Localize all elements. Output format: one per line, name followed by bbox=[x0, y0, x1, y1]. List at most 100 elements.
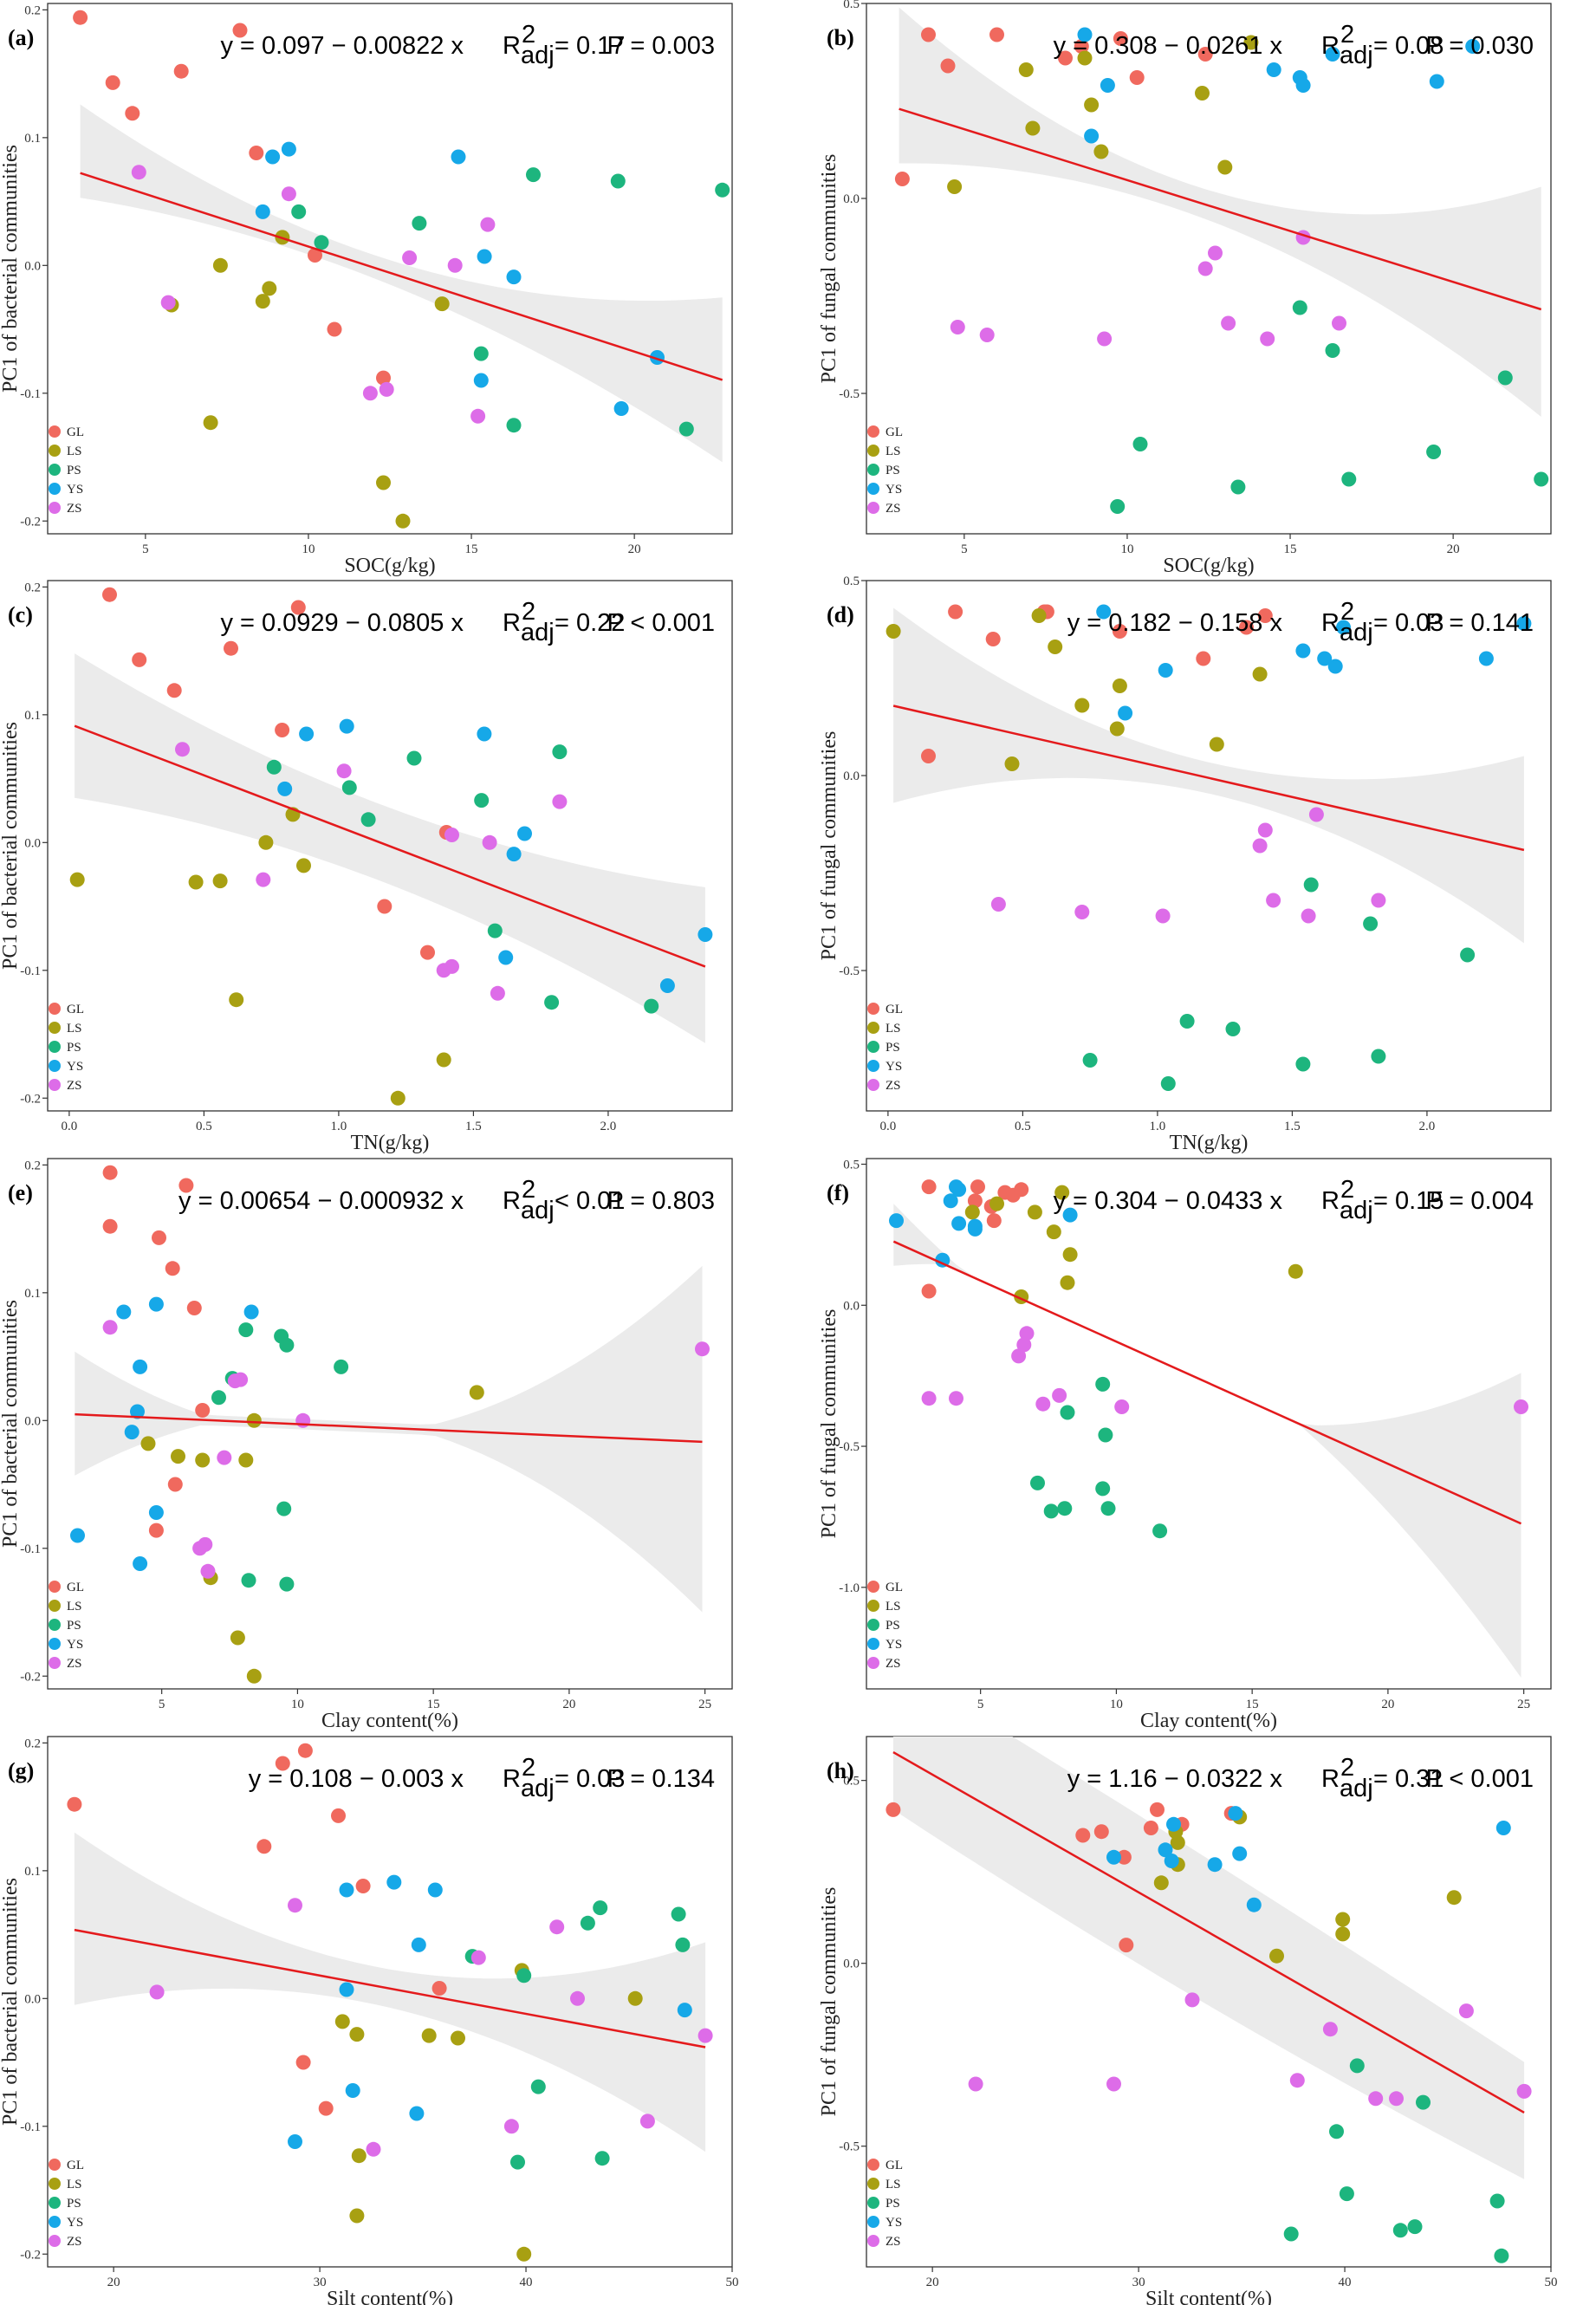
point-ps bbox=[1489, 2193, 1505, 2209]
point-ps bbox=[1098, 1427, 1113, 1443]
point-ps bbox=[1295, 1056, 1311, 1072]
point-ls bbox=[1062, 1247, 1078, 1263]
point-zs bbox=[217, 1450, 232, 1465]
point-zs bbox=[1332, 315, 1346, 331]
point-ls bbox=[1054, 1185, 1070, 1200]
legend-label-gl: GL bbox=[886, 1003, 903, 1016]
point-ps bbox=[291, 204, 307, 219]
regression-equation: y = 0.308 − 0.0261 x bbox=[1054, 32, 1283, 60]
legend-label-ps: PS bbox=[67, 464, 81, 477]
point-ls bbox=[230, 1630, 245, 1646]
legend-marker-gl bbox=[867, 425, 879, 438]
r2-value: = 0.03 bbox=[555, 1765, 625, 1793]
point-ps bbox=[580, 1915, 595, 1931]
point-zs bbox=[149, 1984, 165, 2000]
point-zs bbox=[695, 1341, 710, 1357]
point-zs bbox=[1019, 1326, 1035, 1341]
legend: GL LS PS YS ZS bbox=[49, 1003, 84, 1093]
confidence-band bbox=[892, 1737, 1525, 2179]
point-ps bbox=[1339, 2186, 1354, 2202]
point-zs bbox=[549, 1919, 565, 1935]
regression-equation: y = 0.00654 − 0.000932 x bbox=[178, 1187, 464, 1215]
legend-marker-ps bbox=[49, 1619, 61, 1631]
chart-panel-d: 0.0 0.5 1.0 1.5 2.0 -0.5 0.0 0.5 TN(g/kg) PC1 of … bbox=[818, 575, 1552, 1154]
point-ls bbox=[886, 624, 901, 639]
point-gl bbox=[377, 899, 393, 914]
legend-label-ps: PS bbox=[886, 2197, 900, 2211]
x-axis-title: Clay content(%) bbox=[1140, 1710, 1277, 1732]
confidence-band bbox=[75, 1265, 703, 1613]
r2-superscript: 2 bbox=[522, 598, 535, 626]
point-zs bbox=[102, 1320, 118, 1335]
point-gl bbox=[1143, 1821, 1158, 1835]
point-zs bbox=[295, 1412, 311, 1428]
legend-label-gl: GL bbox=[886, 2159, 903, 2172]
y-axis-title: PC1 of fungal communities bbox=[818, 154, 840, 384]
legend-marker-ls bbox=[867, 1022, 879, 1034]
point-ls bbox=[1093, 144, 1109, 159]
y-tick-label: 0.0 bbox=[843, 1299, 860, 1313]
y-tick-label: 0.2 bbox=[24, 581, 41, 594]
point-ps bbox=[1095, 1481, 1111, 1497]
point-ls bbox=[1112, 679, 1127, 693]
point-zs bbox=[1516, 2083, 1532, 2099]
legend-marker-ps bbox=[49, 464, 61, 476]
p-value: P = 0.141 bbox=[1426, 609, 1534, 637]
r2-value: = 0.17 bbox=[555, 32, 625, 60]
point-ps bbox=[473, 346, 489, 361]
point-ys bbox=[1336, 620, 1351, 635]
point-ps bbox=[1426, 445, 1442, 459]
legend-marker-zs bbox=[49, 1657, 61, 1669]
point-ps bbox=[1349, 2058, 1365, 2074]
legend-label-zs: ZS bbox=[67, 1657, 82, 1671]
point-zs bbox=[482, 834, 497, 850]
point-ls bbox=[1170, 1834, 1185, 1850]
point-gl bbox=[73, 10, 88, 25]
point-gl bbox=[195, 1403, 211, 1418]
x-tick-label: 25 bbox=[1517, 1698, 1530, 1711]
x-tick-label: 50 bbox=[1545, 2276, 1558, 2289]
legend-label-ps: PS bbox=[886, 1619, 900, 1633]
point-gl bbox=[290, 600, 306, 615]
point-gl bbox=[132, 652, 147, 667]
point-zs bbox=[1011, 1348, 1027, 1364]
x-tick-label: 10 bbox=[1120, 542, 1133, 556]
legend-label-ys: YS bbox=[886, 483, 902, 497]
point-zs bbox=[979, 328, 995, 342]
point-ps bbox=[1082, 1053, 1098, 1068]
confidence-band bbox=[75, 653, 705, 1043]
point-ys bbox=[677, 2003, 692, 2018]
point-gl bbox=[166, 683, 182, 698]
point-gl bbox=[1074, 39, 1089, 54]
point-zs bbox=[1106, 2076, 1121, 2092]
legend: GL LS PS YS ZS bbox=[867, 425, 903, 516]
point-ls bbox=[1077, 50, 1093, 66]
x-tick-label: 20 bbox=[926, 2276, 939, 2289]
r2-value: = 0.15 bbox=[1373, 1187, 1444, 1215]
point-ls bbox=[1288, 1263, 1303, 1279]
point-ls bbox=[296, 858, 311, 873]
point-ls bbox=[203, 415, 218, 431]
legend-marker-gl bbox=[867, 1581, 879, 1593]
point-zs bbox=[552, 794, 568, 809]
chart-panel-e: 5 10 15 20 25 -0.2 -0.1 0.0 0.1 0.2 Clay content(%… bbox=[0, 1158, 733, 1732]
legend-marker-ls bbox=[49, 1600, 61, 1612]
regression-line bbox=[74, 724, 706, 968]
x-tick-label: 15 bbox=[1284, 542, 1297, 556]
point-zs bbox=[1035, 1396, 1051, 1412]
x-tick-label: 20 bbox=[628, 542, 641, 556]
point-ls bbox=[212, 257, 228, 273]
point-gl bbox=[186, 1301, 202, 1315]
point-ls bbox=[1084, 97, 1100, 113]
point-zs bbox=[1114, 1399, 1130, 1414]
r2-subscript: adj bbox=[521, 1775, 555, 1802]
legend-label-gl: GL bbox=[67, 2159, 84, 2172]
point-gl bbox=[1113, 31, 1128, 46]
point-ps bbox=[530, 2079, 546, 2094]
point-gl bbox=[275, 723, 290, 737]
legend-marker-ps bbox=[49, 1041, 61, 1053]
legend-marker-ys bbox=[867, 1060, 879, 1072]
p-value: P = 0.003 bbox=[607, 32, 715, 60]
regression-line bbox=[74, 1928, 706, 2049]
